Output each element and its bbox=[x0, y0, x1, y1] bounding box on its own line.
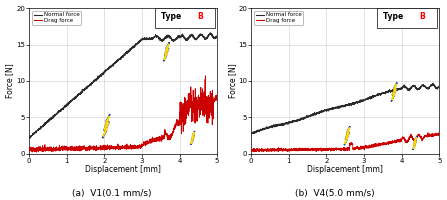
Polygon shape bbox=[391, 82, 397, 101]
Text: Type: Type bbox=[383, 12, 406, 21]
X-axis label: Displacement [mm]: Displacement [mm] bbox=[85, 165, 161, 174]
Polygon shape bbox=[164, 42, 169, 61]
Text: (a)  V1(0.1 mm/s): (a) V1(0.1 mm/s) bbox=[72, 189, 152, 198]
Polygon shape bbox=[164, 44, 169, 60]
Polygon shape bbox=[102, 114, 110, 138]
X-axis label: Displacement [mm]: Displacement [mm] bbox=[307, 165, 383, 174]
Polygon shape bbox=[191, 132, 194, 144]
Polygon shape bbox=[190, 131, 195, 145]
Polygon shape bbox=[345, 128, 350, 144]
Polygon shape bbox=[103, 116, 110, 136]
FancyBboxPatch shape bbox=[377, 8, 437, 28]
Legend: Normal force, Drag force: Normal force, Drag force bbox=[32, 11, 81, 25]
FancyBboxPatch shape bbox=[155, 8, 215, 28]
Polygon shape bbox=[413, 136, 417, 150]
Text: (b)  V4(5.0 mm/s): (b) V4(5.0 mm/s) bbox=[295, 189, 375, 198]
Y-axis label: Force [N]: Force [N] bbox=[228, 64, 236, 98]
Text: B: B bbox=[420, 12, 425, 21]
Polygon shape bbox=[344, 126, 350, 145]
Legend: Normal force, Drag force: Normal force, Drag force bbox=[254, 11, 303, 25]
Text: B: B bbox=[198, 12, 203, 21]
Text: Type: Type bbox=[161, 12, 184, 21]
Polygon shape bbox=[392, 84, 396, 100]
Polygon shape bbox=[413, 137, 417, 149]
Y-axis label: Force [N]: Force [N] bbox=[5, 64, 15, 98]
